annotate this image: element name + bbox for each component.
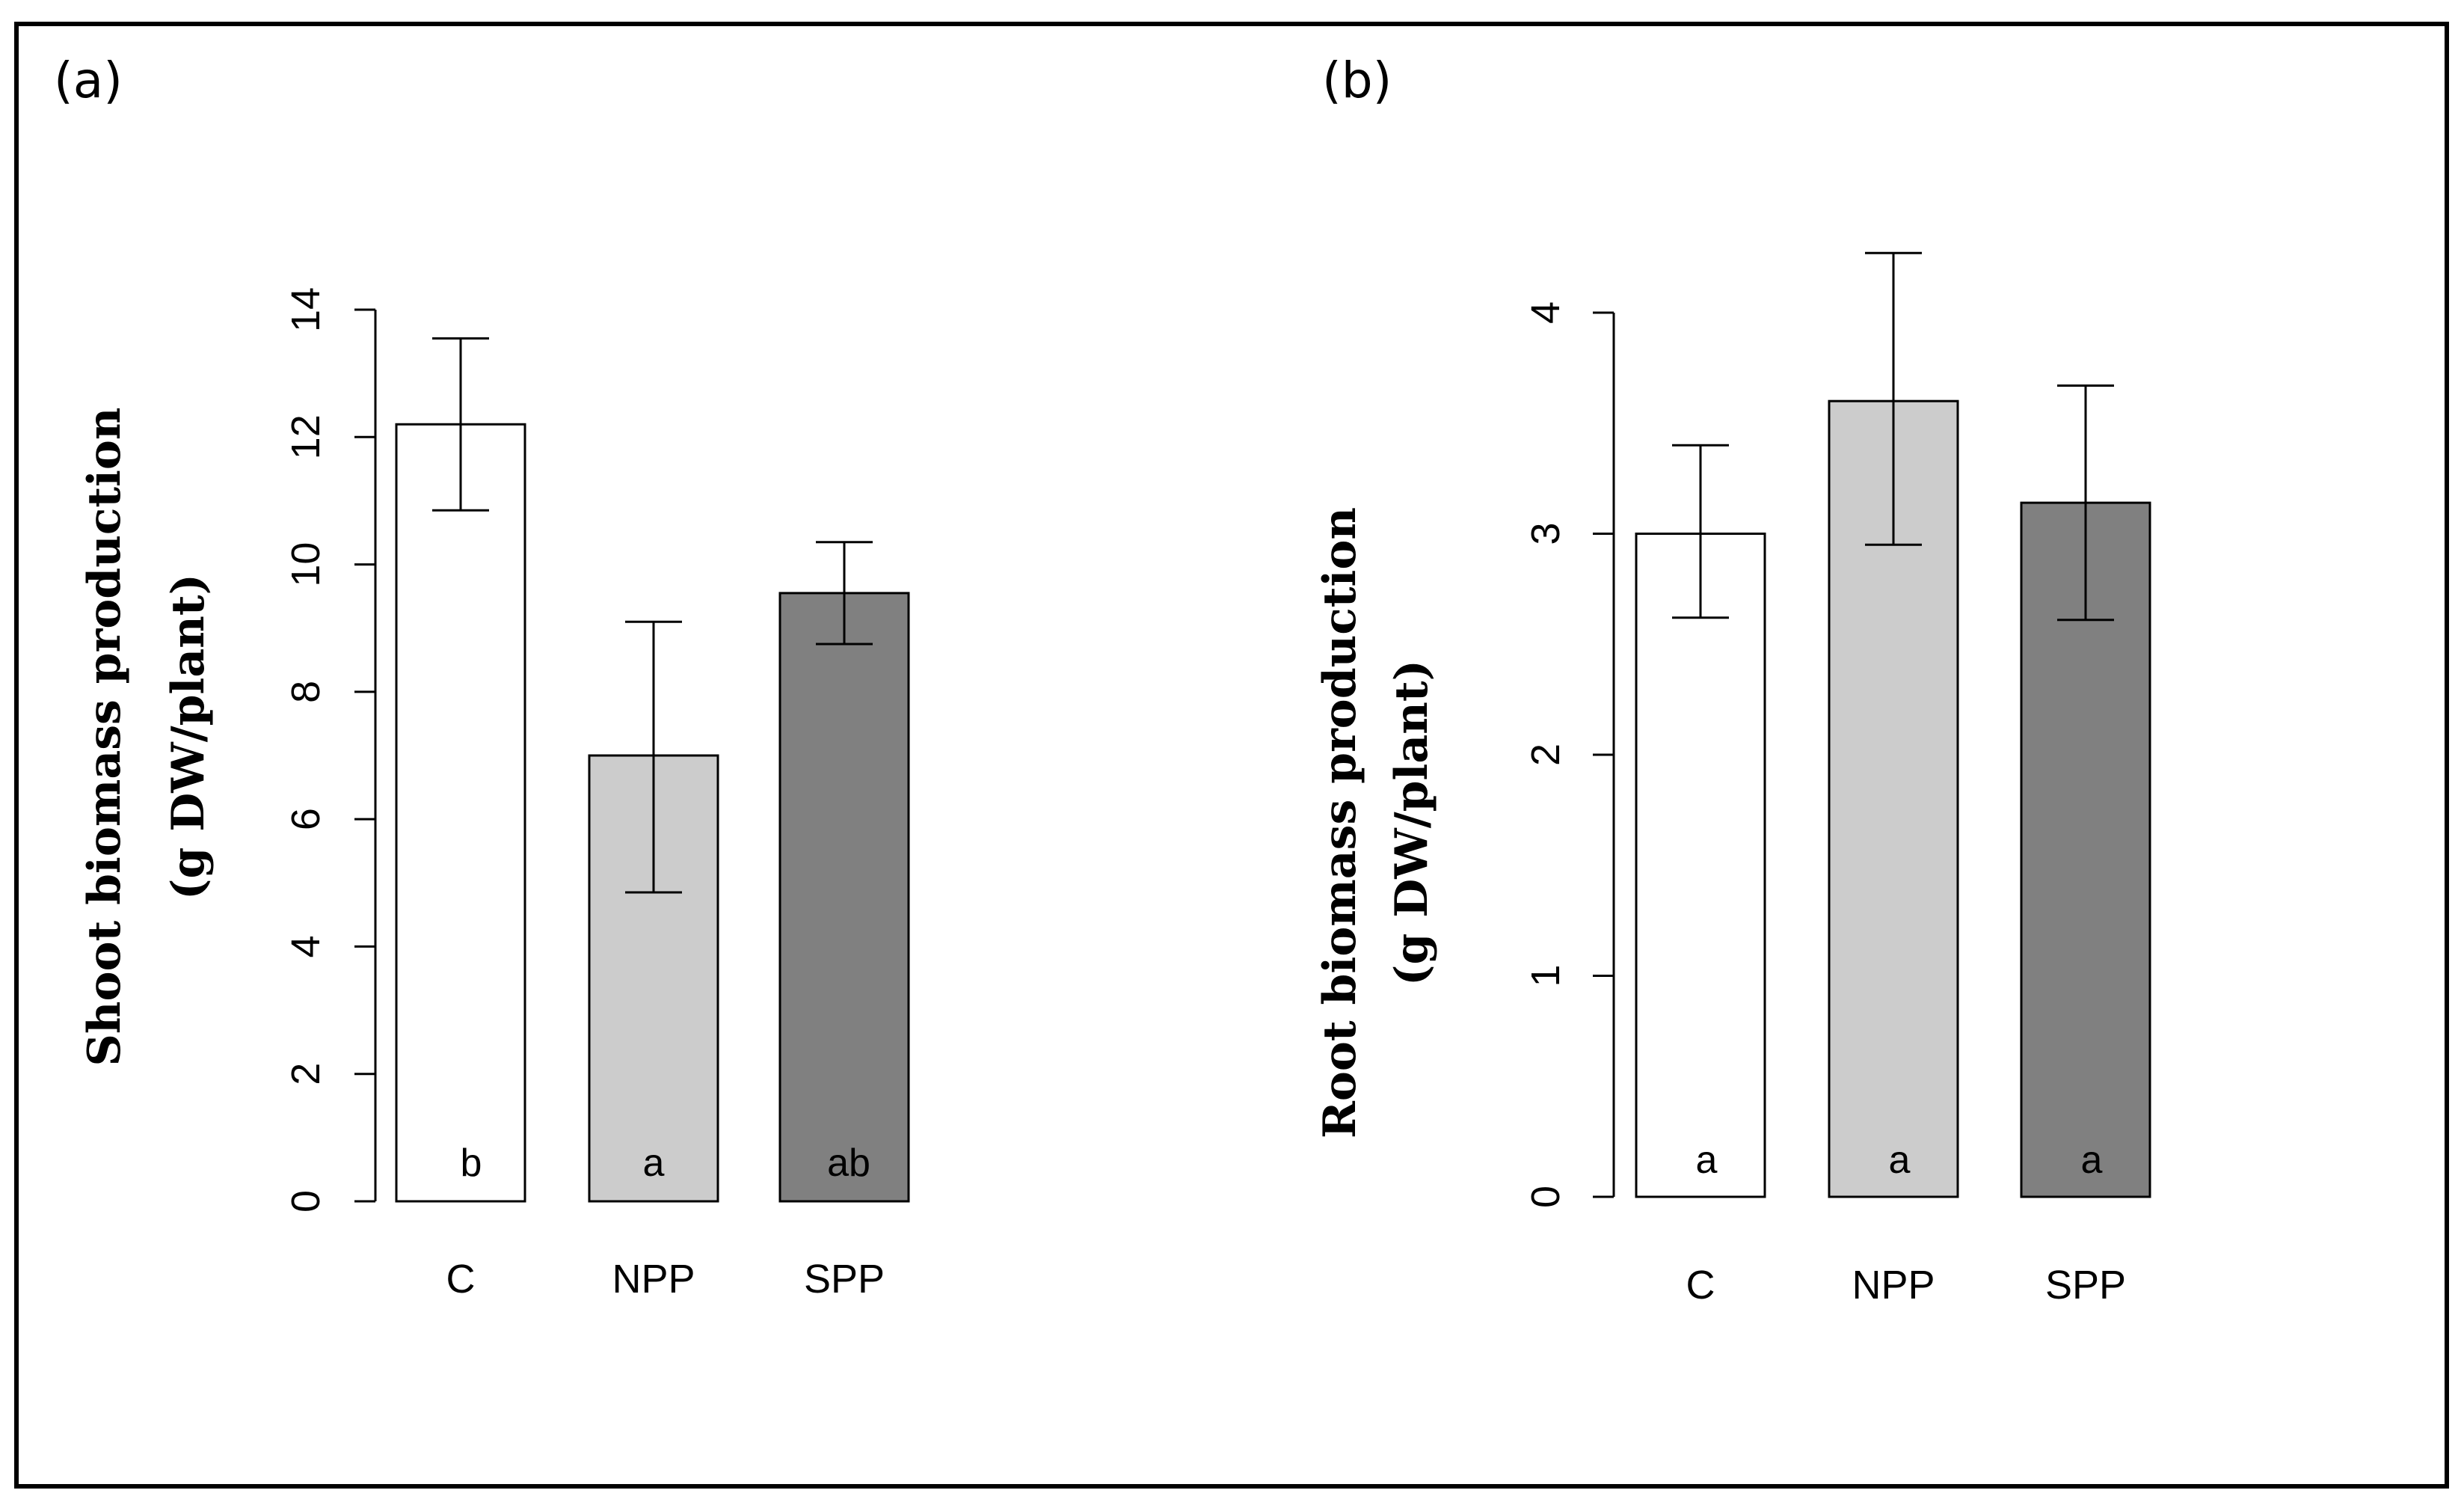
figure-border (14, 22, 2449, 1489)
bars-b (1635, 399, 2151, 1198)
significance-letter-b-spp: a (2081, 1138, 2103, 1182)
y-ticks-a: 0 2 4 6 8 10 12 14 (283, 287, 375, 1213)
significance-letter-a-c: b (461, 1141, 482, 1185)
y-tick-label-b-3: 3 (1523, 522, 1568, 545)
y-tick-label-b-4: 4 (1523, 301, 1568, 324)
x-categories-b: C NPP SPP (1686, 1263, 2127, 1308)
x-category-label-a-c: C (446, 1257, 476, 1302)
panel-a: (a) Shoot biomass production (g DW/plant… (54, 52, 910, 1302)
y-axis-title-b: Root biomass production (g DW/plant) (1314, 507, 1438, 1138)
y-tick-label-a-4: 8 (283, 681, 328, 703)
y-axis-title-a: Shoot biomass production (g DW/plant) (79, 407, 215, 1066)
panel-b: (b) Root biomass production (g DW/plant)… (1314, 52, 2151, 1308)
error-bars-b (1672, 251, 2114, 622)
x-category-label-b-c: C (1686, 1263, 1715, 1308)
y-ticks-b: 0 1 2 3 4 (1523, 301, 1614, 1208)
bar-a-c (395, 423, 526, 1203)
letters-a: b a ab (461, 1141, 870, 1185)
significance-letter-b-npp: a (1889, 1138, 1911, 1182)
y-tick-label-a-7: 14 (283, 287, 328, 332)
y-tick-label-a-6: 12 (283, 414, 328, 459)
y-tick-label-b-1: 1 (1523, 964, 1568, 987)
y-tick-label-a-5: 10 (283, 542, 328, 587)
y-axis-title-b-line1: Root biomass production (1314, 507, 1366, 1138)
panel-label-b: (b) (1322, 52, 1392, 109)
y-tick-label-a-1: 2 (283, 1063, 328, 1085)
y-axis-title-b-line2: (g DW/plant) (1386, 660, 1438, 986)
y-tick-label-a-3: 6 (283, 808, 328, 830)
x-categories-a: C NPP SPP (446, 1257, 885, 1302)
bar-b-c (1635, 533, 1766, 1198)
x-category-label-a-spp: SPP (804, 1257, 885, 1302)
x-category-label-b-npp: NPP (1852, 1263, 1935, 1308)
bar-a-spp (778, 592, 910, 1203)
y-axis-title-a-line1: Shoot biomass production (79, 407, 131, 1066)
panel-label-a: (a) (54, 52, 123, 109)
y-tick-label-a-0: 0 (283, 1190, 328, 1213)
y-tick-label-b-0: 0 (1523, 1186, 1568, 1208)
x-category-label-a-npp: NPP (612, 1257, 695, 1302)
y-tick-label-b-2: 2 (1523, 744, 1568, 766)
y-tick-label-a-2: 4 (283, 935, 328, 957)
error-bars-a (432, 337, 873, 894)
significance-letter-a-npp: a (643, 1141, 665, 1185)
significance-letter-a-spp: ab (827, 1141, 870, 1185)
x-category-label-b-spp: SPP (2045, 1263, 2126, 1308)
significance-letter-b-c: a (1696, 1138, 1718, 1182)
y-axis-title-a-line2: (g DW/plant) (162, 574, 215, 900)
